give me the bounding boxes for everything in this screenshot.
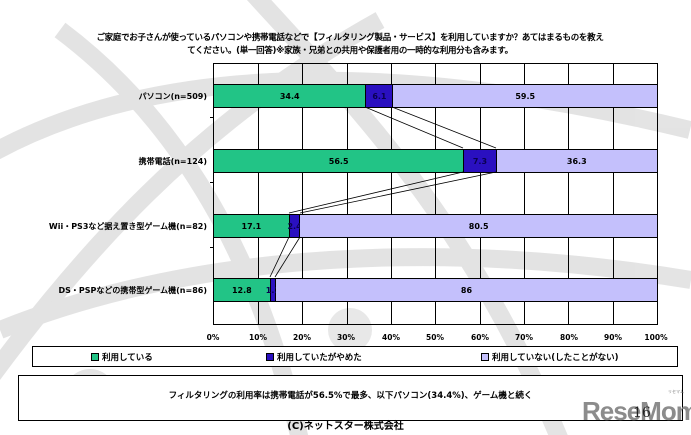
x-tick-label: 20% bbox=[293, 333, 311, 342]
bar-segment-using: 17.1 bbox=[214, 215, 290, 237]
x-tick-label: 30% bbox=[337, 333, 355, 342]
bar-segment-stopped: 7.3 bbox=[464, 150, 497, 172]
gridline bbox=[258, 64, 259, 324]
bar-pc: 34.4 6.1 59.5 bbox=[214, 84, 657, 108]
legend-item-never: 利用していない(したことがない) bbox=[481, 351, 619, 363]
resemom-logo: ReseMom bbox=[582, 396, 691, 426]
category-label-console: Wii・PS3など据え置き型ゲーム機(n=82) bbox=[48, 222, 207, 231]
legend-item-stopped: 利用していたがやめた bbox=[266, 351, 362, 363]
chart-legend: 利用している 利用していたがやめた 利用していない(したことがない) bbox=[32, 346, 678, 367]
plot-area: 34.4 6.1 59.5 56.5 7.3 36.3 17.1 2.4 80.… bbox=[210, 63, 658, 325]
x-tick-label: 100% bbox=[644, 333, 668, 342]
chart-title-line2: てください。(単一回答)※家族・兄弟との共用や保護者用の一時的な利用分も含みます… bbox=[187, 46, 513, 56]
x-tick-label: 40% bbox=[382, 333, 400, 342]
bar-segment-never: 36.3 bbox=[496, 150, 657, 172]
x-tick-label: 80% bbox=[560, 333, 578, 342]
x-tick-label: 10% bbox=[249, 333, 267, 342]
legend-label: 利用している bbox=[102, 353, 153, 363]
y-tick bbox=[210, 182, 214, 183]
legend-label: 利用していたがやめた bbox=[277, 353, 362, 363]
gridline bbox=[524, 64, 525, 324]
bar-segment-using: 34.4 bbox=[214, 85, 367, 107]
legend-label: 利用していない(したことがない) bbox=[492, 353, 619, 363]
y-tick bbox=[210, 117, 214, 118]
gridline bbox=[435, 64, 436, 324]
bar-segment-stopped: 1.2 bbox=[266, 279, 280, 301]
gridline bbox=[568, 64, 569, 324]
gridline bbox=[302, 64, 303, 324]
gridline bbox=[480, 64, 481, 324]
bar-mobile: 56.5 7.3 36.3 bbox=[214, 149, 657, 173]
bar-segment-using: 12.8 bbox=[214, 279, 271, 301]
bar-console: 17.1 2.4 80.5 bbox=[214, 214, 657, 238]
x-tick-label: 70% bbox=[515, 333, 533, 342]
x-tick-label: 0% bbox=[206, 333, 220, 342]
gridline bbox=[613, 64, 614, 324]
summary-text: フィルタリングの利用率は携帯電話が56.5%で最多、以下パソコン(34.4%)、… bbox=[168, 391, 533, 401]
resemom-logo-kana: リセマム bbox=[668, 389, 684, 394]
chart-title: ご家庭でお子さんが使っているパソコンや携帯電話などで【フィルタリング製品・サービ… bbox=[60, 32, 640, 58]
bar-segment-never: 86 bbox=[276, 279, 657, 301]
legend-swatch-icon bbox=[481, 353, 489, 361]
series-connector-lines bbox=[269, 106, 497, 278]
gridline bbox=[347, 64, 348, 324]
chart-title-line1: ご家庭でお子さんが使っているパソコンや携帯電話などで【フィルタリング製品・サービ… bbox=[96, 33, 604, 43]
page-number: 16 bbox=[633, 405, 651, 421]
x-tick-label: 50% bbox=[426, 333, 444, 342]
summary-box: フィルタリングの利用率は携帯電話が56.5%で最多、以下パソコン(34.4%)、… bbox=[18, 375, 683, 421]
category-label-mobile: 携帯電話(n=124) bbox=[138, 157, 207, 166]
legend-swatch-icon bbox=[266, 353, 274, 361]
bar-segment-using: 56.5 bbox=[214, 150, 465, 172]
bar-segment-stopped: 2.4 bbox=[287, 215, 302, 237]
x-tick-label: 90% bbox=[604, 333, 622, 342]
bar-segment-never: 59.5 bbox=[393, 85, 657, 107]
legend-swatch-icon bbox=[91, 353, 99, 361]
copyright-footer: (C)ネットスター株式会社 bbox=[287, 421, 404, 432]
x-tick-label: 60% bbox=[471, 333, 489, 342]
bar-segment-stopped: 6.1 bbox=[366, 85, 394, 107]
y-tick bbox=[210, 247, 214, 248]
bar-handheld: 12.8 1.2 86 bbox=[214, 278, 657, 302]
category-label-pc: パソコン(n=509) bbox=[138, 92, 207, 101]
legend-item-using: 利用している bbox=[91, 351, 153, 363]
category-label-handheld: DS・PSPなどの携帯型ゲーム機(n=86) bbox=[58, 286, 208, 295]
bar-segment-never: 80.5 bbox=[300, 215, 657, 237]
